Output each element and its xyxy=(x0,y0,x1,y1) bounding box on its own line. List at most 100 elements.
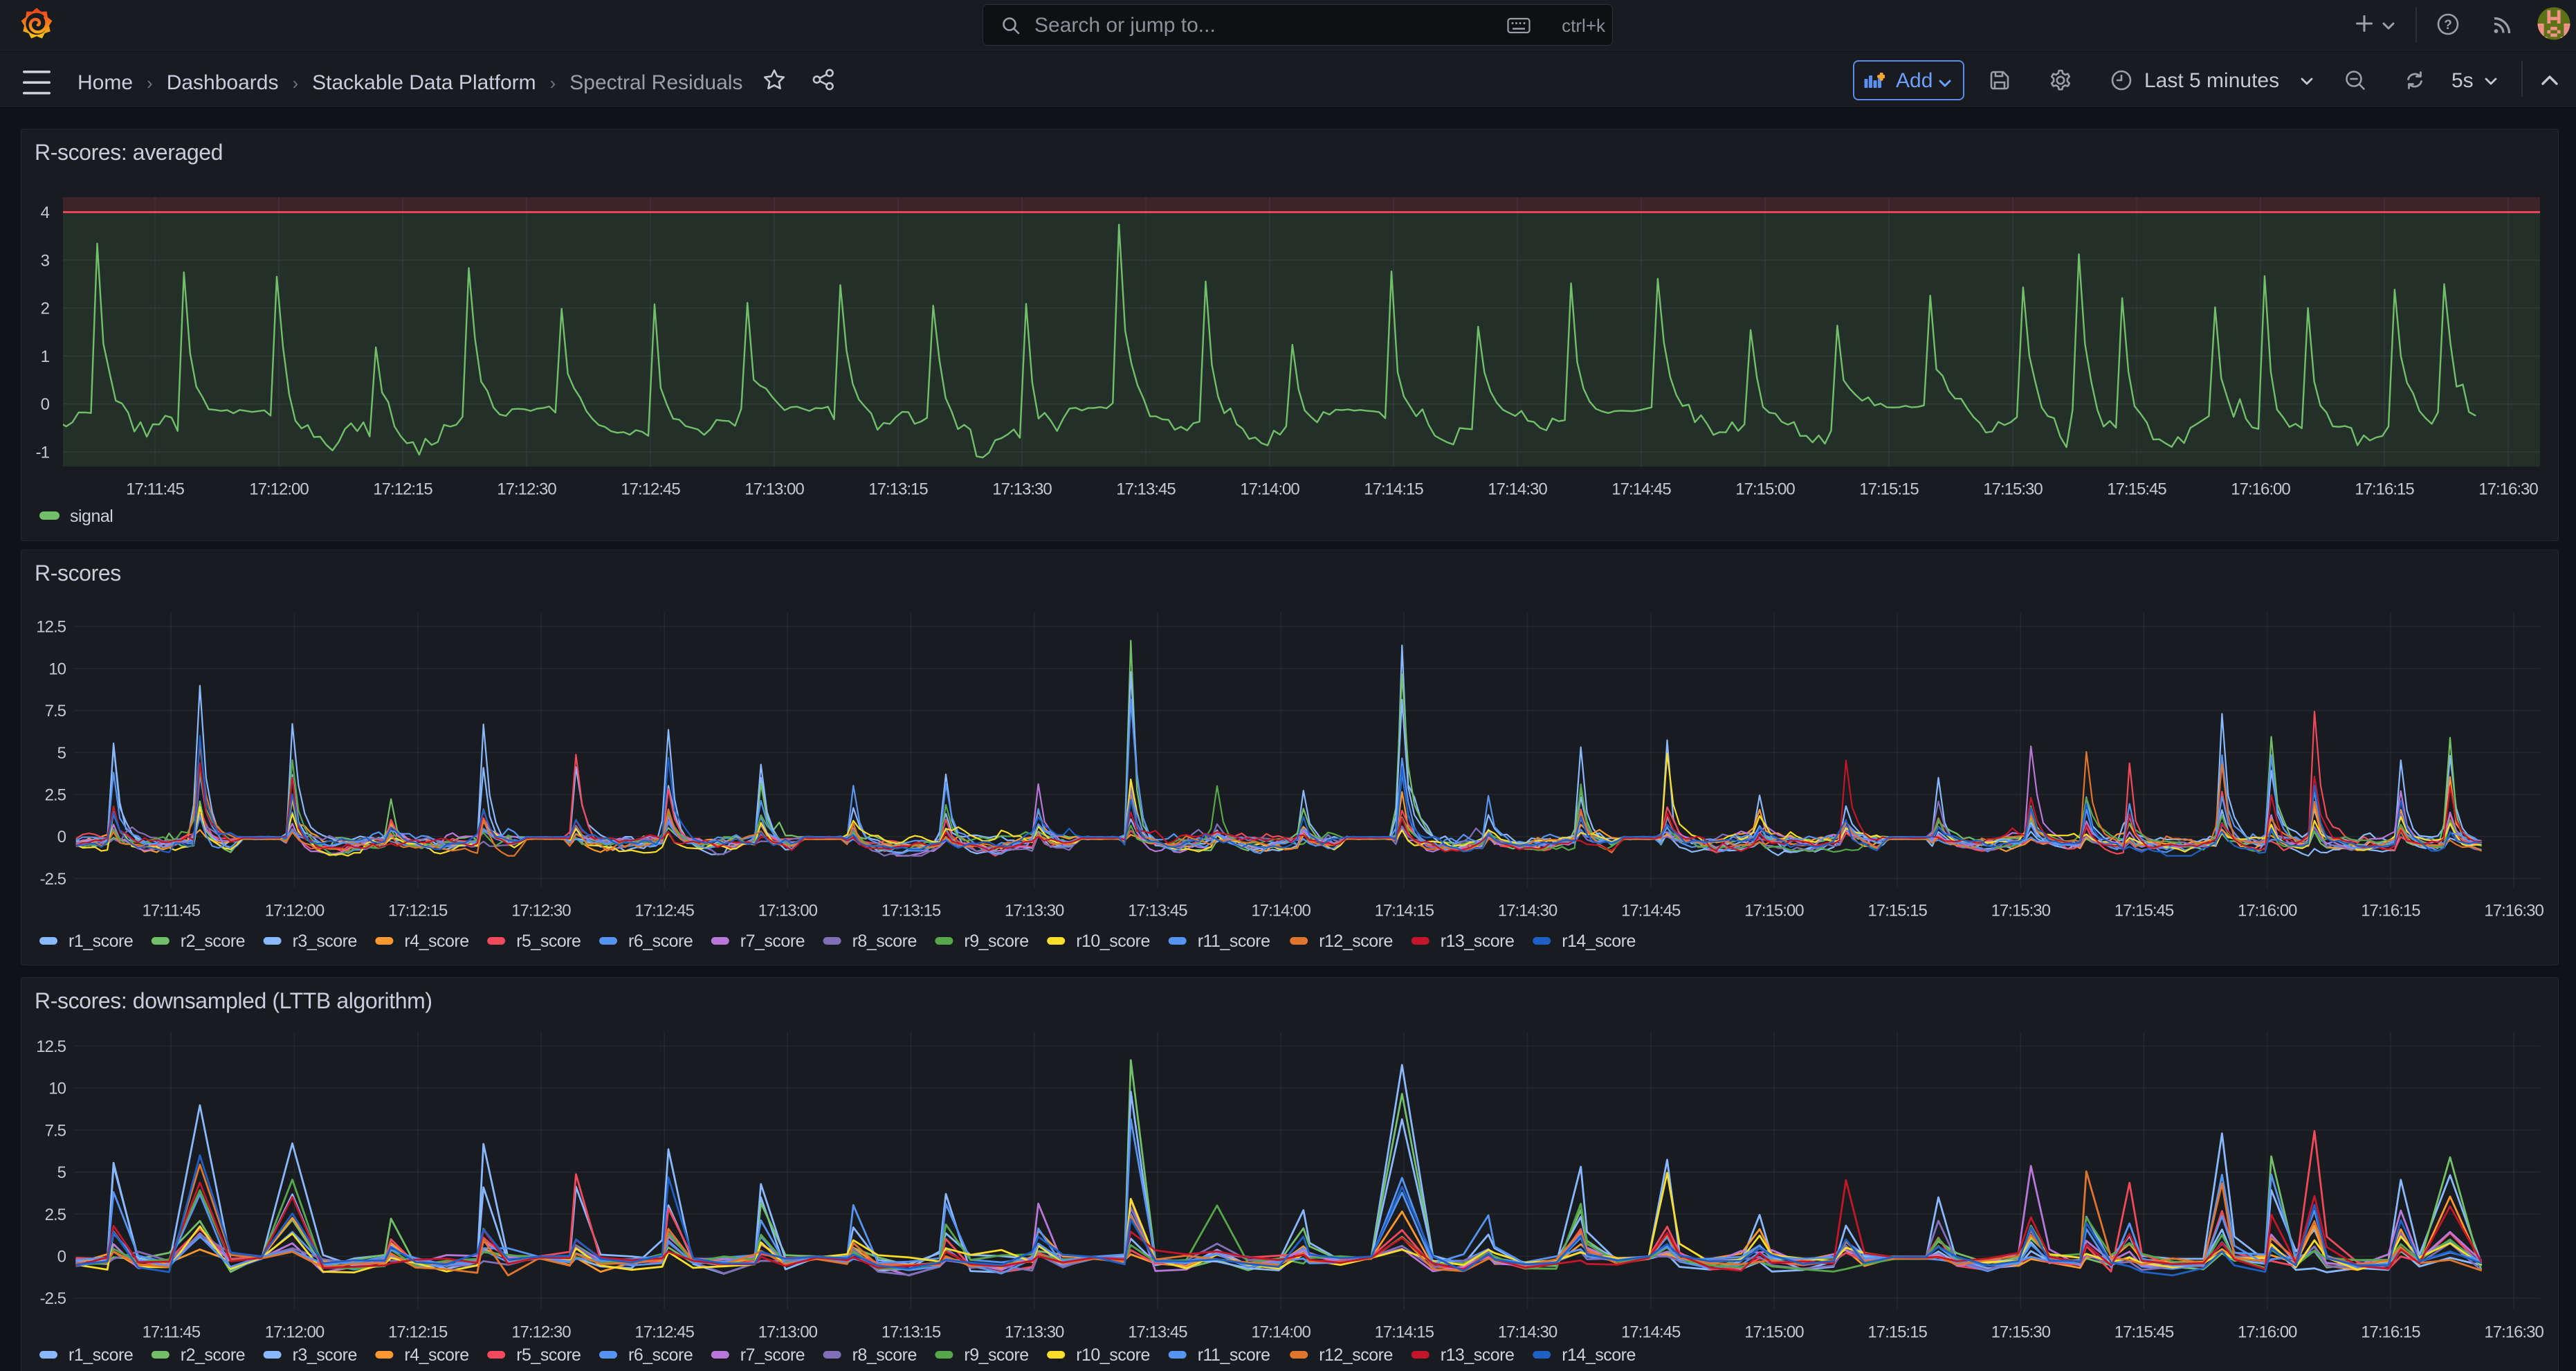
svg-text:r11_score: r11_score xyxy=(1198,932,1270,951)
svg-text:2.5: 2.5 xyxy=(45,786,66,805)
svg-text:r8_score: r8_score xyxy=(852,1345,917,1365)
svg-text:r7_score: r7_score xyxy=(740,932,805,951)
svg-text:17:16:30: 17:16:30 xyxy=(2484,902,2543,920)
svg-text:17:12:15: 17:12:15 xyxy=(373,480,432,499)
svg-text:17:14:30: 17:14:30 xyxy=(1498,1323,1558,1342)
svg-text:17:13:45: 17:13:45 xyxy=(1128,1323,1187,1342)
svg-text:17:15:45: 17:15:45 xyxy=(2114,902,2174,920)
svg-text:17:15:15: 17:15:15 xyxy=(1867,902,1927,920)
svg-text:1: 1 xyxy=(41,347,50,366)
svg-text:17:12:00: 17:12:00 xyxy=(265,1323,325,1342)
svg-text:3: 3 xyxy=(41,251,50,270)
svg-text:r11_score: r11_score xyxy=(1198,1345,1270,1365)
svg-text:17:15:45: 17:15:45 xyxy=(2114,1323,2174,1342)
svg-text:17:14:00: 17:14:00 xyxy=(1251,1323,1310,1342)
svg-text:17:12:45: 17:12:45 xyxy=(634,902,694,920)
svg-text:17:15:15: 17:15:15 xyxy=(1867,1323,1927,1342)
svg-text:r3_score: r3_score xyxy=(293,932,357,951)
svg-text:17:11:45: 17:11:45 xyxy=(142,902,200,920)
svg-text:-2.5: -2.5 xyxy=(40,870,66,889)
svg-text:17:14:30: 17:14:30 xyxy=(1498,902,1558,920)
svg-text:2.5: 2.5 xyxy=(45,1206,66,1224)
svg-text:12.5: 12.5 xyxy=(36,618,66,637)
svg-text:r5_score: r5_score xyxy=(516,932,581,951)
svg-text:r12_score: r12_score xyxy=(1319,1345,1393,1365)
svg-text:17:14:00: 17:14:00 xyxy=(1251,902,1310,920)
svg-text:17:16:00: 17:16:00 xyxy=(2238,902,2297,920)
svg-text:17:14:15: 17:14:15 xyxy=(1375,902,1434,920)
svg-text:2: 2 xyxy=(41,300,50,318)
svg-text:17:12:45: 17:12:45 xyxy=(621,480,680,499)
svg-text:17:14:15: 17:14:15 xyxy=(1375,1323,1434,1342)
svg-text:17:13:15: 17:13:15 xyxy=(881,1323,941,1342)
svg-text:?: ? xyxy=(2444,18,2452,33)
svg-text:17:15:00: 17:15:00 xyxy=(1744,1323,1804,1342)
svg-text:7.5: 7.5 xyxy=(45,702,66,720)
svg-text:17:14:30: 17:14:30 xyxy=(1488,480,1547,499)
svg-text:signal: signal xyxy=(70,507,113,526)
svg-text:-2.5: -2.5 xyxy=(40,1289,66,1308)
svg-text:r1_score: r1_score xyxy=(68,932,133,951)
svg-text:17:12:30: 17:12:30 xyxy=(511,1323,571,1342)
svg-text:17:14:45: 17:14:45 xyxy=(1621,902,1681,920)
svg-text:5: 5 xyxy=(57,1163,66,1182)
svg-text:12.5: 12.5 xyxy=(36,1037,66,1056)
svg-text:17:14:45: 17:14:45 xyxy=(1621,1323,1681,1342)
svg-text:17:14:00: 17:14:00 xyxy=(1240,480,1299,499)
svg-text:r10_score: r10_score xyxy=(1076,1345,1150,1365)
svg-text:r14_score: r14_score xyxy=(1562,1345,1636,1365)
svg-text:17:15:00: 17:15:00 xyxy=(1744,902,1804,920)
svg-text:17:14:45: 17:14:45 xyxy=(1611,480,1671,499)
svg-text:17:13:30: 17:13:30 xyxy=(992,480,1052,499)
svg-text:0: 0 xyxy=(57,1248,66,1266)
svg-text:4: 4 xyxy=(41,203,50,222)
svg-text:5: 5 xyxy=(57,744,66,763)
svg-text:0: 0 xyxy=(57,828,66,846)
svg-text:r2_score: r2_score xyxy=(181,1345,245,1365)
svg-text:17:15:30: 17:15:30 xyxy=(1991,902,2051,920)
svg-text:17:13:00: 17:13:00 xyxy=(758,1323,818,1342)
svg-text:r1_score: r1_score xyxy=(68,1345,133,1365)
svg-text:r9_score: r9_score xyxy=(964,932,1028,951)
svg-text:17:13:15: 17:13:15 xyxy=(868,480,928,499)
svg-text:r8_score: r8_score xyxy=(852,932,917,951)
svg-text:17:13:00: 17:13:00 xyxy=(758,902,818,920)
svg-text:17:12:00: 17:12:00 xyxy=(265,902,325,920)
svg-text:17:16:30: 17:16:30 xyxy=(2484,1323,2543,1342)
svg-text:17:12:15: 17:12:15 xyxy=(388,902,448,920)
svg-text:17:16:15: 17:16:15 xyxy=(2361,902,2420,920)
svg-text:r13_score: r13_score xyxy=(1441,1345,1515,1365)
svg-text:17:12:45: 17:12:45 xyxy=(634,1323,694,1342)
svg-text:17:15:30: 17:15:30 xyxy=(1991,1323,2051,1342)
svg-text:17:16:30: 17:16:30 xyxy=(2478,480,2538,499)
svg-text:r2_score: r2_score xyxy=(181,932,245,951)
svg-text:17:12:30: 17:12:30 xyxy=(511,902,571,920)
svg-text:r5_score: r5_score xyxy=(516,1345,581,1365)
svg-text:17:15:45: 17:15:45 xyxy=(2107,480,2166,499)
svg-text:17:12:15: 17:12:15 xyxy=(388,1323,448,1342)
svg-text:r10_score: r10_score xyxy=(1076,932,1150,951)
svg-text:17:16:15: 17:16:15 xyxy=(2361,1323,2420,1342)
svg-text:r6_score: r6_score xyxy=(628,1345,693,1365)
svg-text:0: 0 xyxy=(41,395,50,414)
svg-text:17:15:30: 17:15:30 xyxy=(1983,480,2043,499)
svg-text:17:15:00: 17:15:00 xyxy=(1735,480,1795,499)
svg-text:17:13:15: 17:13:15 xyxy=(881,902,941,920)
svg-text:10: 10 xyxy=(48,1080,66,1098)
svg-text:r7_score: r7_score xyxy=(740,1345,805,1365)
svg-text:17:13:30: 17:13:30 xyxy=(1005,1323,1064,1342)
svg-text:17:11:45: 17:11:45 xyxy=(142,1323,200,1342)
svg-text:17:16:15: 17:16:15 xyxy=(2355,480,2414,499)
svg-text:7.5: 7.5 xyxy=(45,1121,66,1140)
svg-text:17:16:00: 17:16:00 xyxy=(2238,1323,2297,1342)
svg-text:-1: -1 xyxy=(36,444,50,462)
svg-text:r9_score: r9_score xyxy=(964,1345,1028,1365)
svg-text:17:13:45: 17:13:45 xyxy=(1128,902,1187,920)
svg-text:r13_score: r13_score xyxy=(1441,932,1515,951)
svg-text:17:15:15: 17:15:15 xyxy=(1859,480,1919,499)
svg-text:17:12:30: 17:12:30 xyxy=(497,480,556,499)
svg-text:r3_score: r3_score xyxy=(293,1345,357,1365)
svg-text:r6_score: r6_score xyxy=(628,932,693,951)
svg-text:17:14:15: 17:14:15 xyxy=(1364,480,1423,499)
svg-text:17:13:00: 17:13:00 xyxy=(745,480,804,499)
